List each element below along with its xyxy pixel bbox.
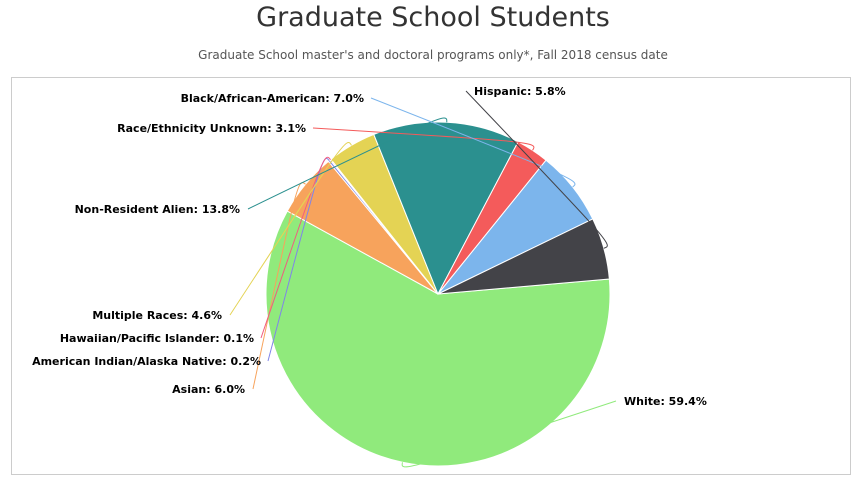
- connector-multiple-races: [229, 142, 352, 316]
- data-label-hawaiian-pacific-islander: Hawaiian/Pacific Islander: 0.1%: [60, 332, 254, 345]
- chart-title: Graduate School Students: [256, 2, 610, 33]
- pie-slice-hispanic[interactable]: [437, 218, 610, 295]
- connector-race-ethnicity-unknown: [312, 127, 535, 151]
- connector-hawaiian-pacific-islander: [260, 156, 331, 339]
- data-label-american-indian-alaska-native: American Indian/Alaska Native: 0.2%: [32, 355, 261, 368]
- data-label-non-resident-alien: Non-Resident Alien: 13.8%: [75, 203, 240, 216]
- connector-black-african-american: [370, 97, 576, 188]
- pie-slice-non-resident-alien[interactable]: [373, 121, 519, 296]
- pie-slice-white[interactable]: [265, 210, 611, 467]
- connector-non-resident-alien: [247, 117, 448, 210]
- chart-subtitle: Graduate School master's and doctoral pr…: [198, 48, 668, 62]
- data-label-multiple-races: Multiple Races: 4.6%: [92, 309, 222, 322]
- connector-white: [401, 400, 617, 468]
- data-label-asian: Asian: 6.0%: [172, 383, 245, 396]
- connector-american-indian-alaska-native: [267, 157, 330, 362]
- connector-hispanic: [465, 90, 608, 249]
- data-label-hispanic: Hispanic: 5.8%: [474, 85, 566, 98]
- data-label-white: White: 59.4%: [624, 395, 707, 408]
- data-label-race-ethnicity-unknown: Race/Ethnicity Unknown: 3.1%: [117, 122, 306, 135]
- data-label-black-african-american: Black/African-American: 7.0%: [181, 92, 364, 105]
- plot-area-frame: [11, 77, 851, 475]
